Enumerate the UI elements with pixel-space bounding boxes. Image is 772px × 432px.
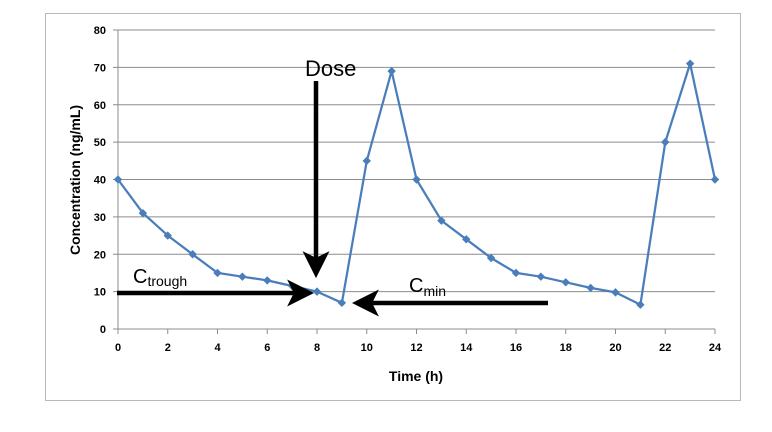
y-tick-label: 0	[100, 324, 106, 336]
x-tick-label: 4	[214, 342, 221, 354]
y-tick-labels: 0 10 20 30 40 50 60 70 80	[94, 25, 106, 336]
data-point-t21	[636, 300, 645, 309]
y-tick-label: 20	[94, 249, 106, 261]
data-point-t5	[238, 272, 247, 281]
ctrough-subscript: trough	[147, 273, 187, 289]
data-point-t6	[263, 276, 272, 285]
y-tick-label: 70	[94, 62, 106, 74]
series-points	[113, 59, 720, 309]
dose-annotation-label: Dose	[305, 56, 356, 81]
x-tick-label: 24	[709, 342, 722, 354]
data-point-t9	[337, 298, 347, 308]
data-point-t2	[163, 231, 172, 240]
y-axis-title: Concentration (ng/mL)	[67, 105, 83, 255]
cmin-annotation-label: Cmin	[409, 275, 446, 299]
x-tick-label: 6	[264, 342, 270, 354]
x-tick-label: 14	[460, 342, 473, 354]
x-tick-label: 0	[115, 342, 121, 354]
ctrough-main: C	[133, 266, 147, 288]
ctrough-annotation-label: Ctrough	[133, 266, 187, 289]
grid-lines	[118, 29, 715, 293]
data-point-t7	[287, 281, 297, 291]
data-point-t23	[685, 59, 695, 68]
data-point-t3	[188, 250, 197, 259]
cmin-subscript: min	[423, 283, 446, 299]
data-point-t17	[536, 272, 546, 281]
data-point-t20	[611, 288, 620, 297]
data-point-t14	[462, 235, 471, 244]
data-point-t18	[561, 278, 570, 287]
x-tick-label: 20	[609, 342, 621, 354]
x-tick-label: 8	[314, 342, 320, 354]
data-point-t13	[437, 216, 446, 225]
x-tick-labels: 0 2 4 6 8 10 12 14 16 18 20 22 24	[115, 342, 722, 354]
x-tick-label: 10	[361, 342, 373, 354]
series-line	[117, 62, 717, 306]
y-tick-label: 10	[94, 287, 106, 299]
x-tick-label: 16	[510, 342, 522, 354]
cmin-main: C	[409, 275, 423, 297]
x-axis-title: Time (h)	[389, 368, 443, 384]
x-tick-label: 18	[560, 342, 572, 354]
data-point-t11	[387, 66, 396, 76]
data-point-t22	[661, 137, 670, 147]
data-point-t19	[586, 283, 595, 293]
x-tick-label: 12	[410, 342, 422, 354]
data-point-t12	[412, 175, 421, 184]
data-point-t15	[486, 253, 496, 263]
x-tick-label: 2	[165, 342, 171, 354]
y-tick-label: 40	[94, 175, 106, 187]
data-point-t16	[511, 268, 521, 278]
data-point-t4	[213, 268, 222, 278]
y-tick-label: 80	[94, 25, 106, 37]
y-tick-label: 50	[94, 137, 106, 149]
data-point-t1	[138, 208, 148, 218]
x-tick-label: 22	[659, 342, 671, 354]
data-point-t10	[362, 156, 371, 166]
data-point-t8	[312, 287, 322, 296]
data-point-t24	[710, 175, 720, 184]
data-point-t0	[113, 175, 123, 184]
y-tick-label: 60	[94, 100, 106, 112]
y-tick-label: 30	[94, 212, 106, 224]
